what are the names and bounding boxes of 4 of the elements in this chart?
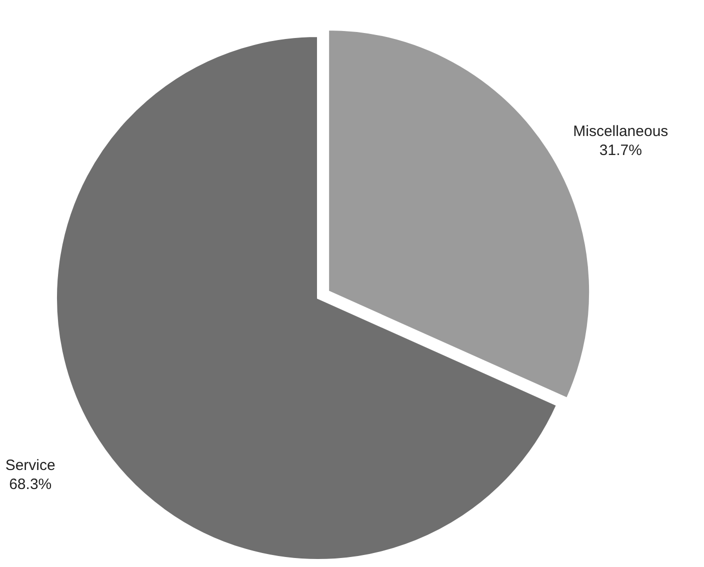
- slice-label: Miscellaneous: [573, 123, 668, 140]
- data-label: 68.3%: [9, 476, 52, 493]
- slice-label: Service: [5, 456, 56, 474]
- data-label: 31.7%: [599, 142, 642, 160]
